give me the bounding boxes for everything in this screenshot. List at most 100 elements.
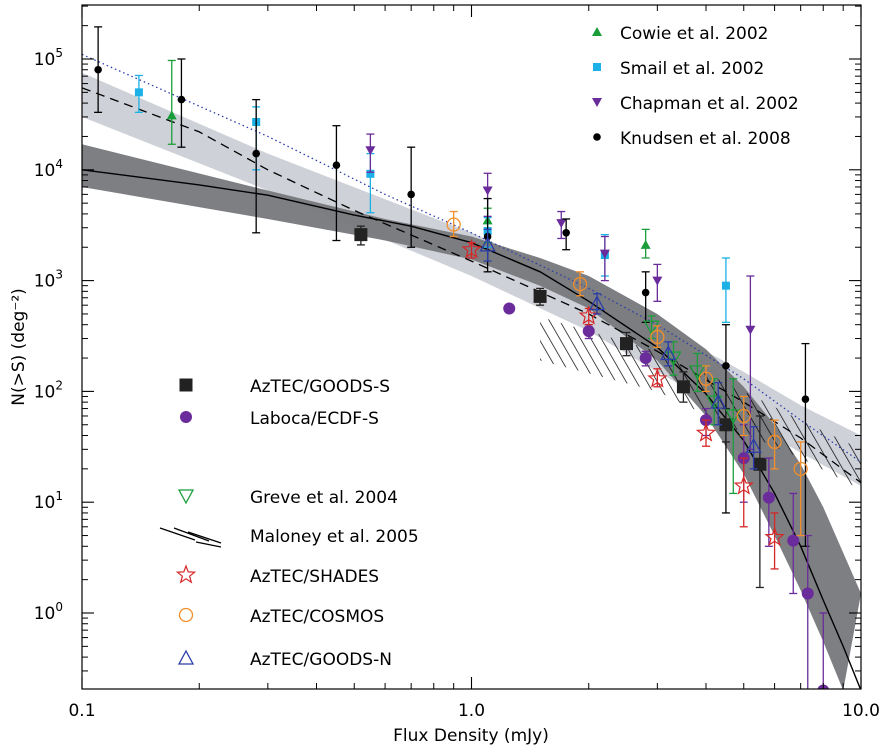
data-point — [650, 329, 665, 345]
legend-top-entry: Chapman et al. 2002 — [592, 94, 799, 114]
legend-bottom-entry: Greve et al. 2004 — [177, 488, 398, 508]
data-point — [753, 457, 767, 471]
series-aztec-goods-n — [479, 228, 762, 470]
series-knudsen-et-al-2008 — [94, 26, 810, 547]
data-point — [764, 526, 785, 547]
data-point — [599, 249, 610, 259]
data-point — [582, 325, 595, 338]
model-bands — [82, 72, 861, 689]
legend-bottom-entry: Maloney et al. 2005 — [159, 527, 419, 548]
data-point — [366, 169, 375, 178]
y-tick-label: 101 — [34, 489, 63, 513]
data-point — [647, 368, 668, 388]
x-tick-label: 1.0 — [458, 701, 485, 721]
data-point — [407, 190, 415, 199]
legend-bottom-entry: AzTEC/COSMOS — [178, 607, 384, 627]
y-tick-label: 100 — [34, 600, 63, 624]
data-point — [562, 229, 570, 237]
data-point — [733, 475, 754, 495]
y-tick-exponent: 1 — [55, 489, 63, 503]
legend-top-entry: Smail et al. 2002 — [593, 59, 764, 79]
legend-bottom-entry: AzTEC/SHADES — [175, 564, 379, 587]
data-point — [689, 365, 706, 381]
data-point — [745, 437, 762, 453]
data-point — [801, 587, 814, 600]
y-tick-label: 105 — [34, 46, 63, 70]
y-tick-exponent: 4 — [55, 157, 63, 171]
legend-label: Chapman et al. 2002 — [620, 94, 799, 114]
data-point — [639, 352, 652, 365]
data-point — [556, 219, 567, 229]
data-point — [722, 362, 730, 370]
data-point — [721, 281, 730, 290]
data-point — [503, 302, 516, 315]
data-point — [762, 491, 775, 504]
y-tick-label: 103 — [34, 268, 63, 292]
legend-top-entry: Cowie et al. 2002 — [592, 24, 769, 44]
legend-marker — [593, 133, 601, 141]
legend-label: Cowie et al. 2002 — [620, 24, 769, 44]
data-point — [652, 276, 663, 286]
y-tick-exponent: 5 — [55, 46, 63, 60]
data-point — [446, 217, 461, 232]
legend-hatch-swatch — [173, 527, 210, 542]
data-point — [710, 393, 727, 409]
y-tick-exponent: 2 — [55, 378, 63, 392]
data-point — [578, 305, 599, 325]
y-tick-label: 104 — [34, 157, 63, 181]
data-point — [793, 461, 808, 476]
data-point — [695, 422, 717, 442]
data-point — [665, 351, 682, 367]
legend-label: Greve et al. 2004 — [250, 488, 398, 508]
legend-label: Knudsen et al. 2008 — [620, 129, 791, 149]
data-point — [482, 186, 493, 196]
dotted-model-curve — [82, 53, 861, 463]
hatched-band — [540, 316, 861, 490]
series-aztec-shades — [461, 238, 785, 570]
data-point — [698, 371, 714, 386]
data-point — [745, 325, 756, 335]
data-point — [736, 408, 751, 424]
legend-bottom-entry: Laboca/ECDF-S — [180, 409, 379, 429]
data-point — [177, 95, 186, 104]
legend-label: AzTEC/SHADES — [250, 567, 379, 587]
legend-marker — [180, 411, 192, 423]
legend-hatch-swatch — [195, 541, 222, 548]
series-aztec-goods-s — [354, 225, 767, 589]
data-point — [676, 380, 690, 394]
data-point — [479, 236, 496, 252]
data-point — [533, 289, 547, 303]
y-tick-exponent: 3 — [55, 268, 63, 282]
data-point — [719, 418, 733, 432]
data-points — [94, 26, 830, 689]
legend-marker — [177, 489, 195, 505]
data-point — [643, 320, 660, 336]
data-point — [354, 228, 368, 242]
data-point — [641, 288, 650, 297]
data-point — [787, 534, 800, 547]
legend-label: Maloney et al. 2005 — [250, 527, 419, 547]
data-point — [94, 65, 102, 74]
legend-marker — [592, 98, 602, 107]
x-axis-title: Flux Density (mJy) — [393, 726, 549, 746]
data-point — [166, 110, 177, 120]
data-point — [134, 88, 143, 97]
x-tick-label: 10.0 — [842, 701, 880, 721]
legend-marker — [177, 649, 195, 665]
data-point — [767, 434, 782, 450]
legend-bottom-entry: AzTEC/GOODS-N — [177, 649, 392, 670]
data-point — [801, 395, 810, 404]
data-point — [252, 149, 260, 158]
data-point — [461, 238, 482, 259]
legend-label: AzTEC/GOODS-S — [250, 377, 390, 397]
legend-label: AzTEC/GOODS-N — [250, 650, 392, 670]
solid-model-curve — [82, 169, 861, 689]
data-point — [588, 295, 606, 311]
legend-label: AzTEC/COSMOS — [250, 607, 384, 627]
data-point — [332, 161, 341, 170]
legend-top-entry: Knudsen et al. 2008 — [593, 129, 791, 149]
data-point — [619, 337, 633, 351]
light-confidence-band — [82, 72, 861, 487]
legend-marker — [593, 63, 601, 71]
